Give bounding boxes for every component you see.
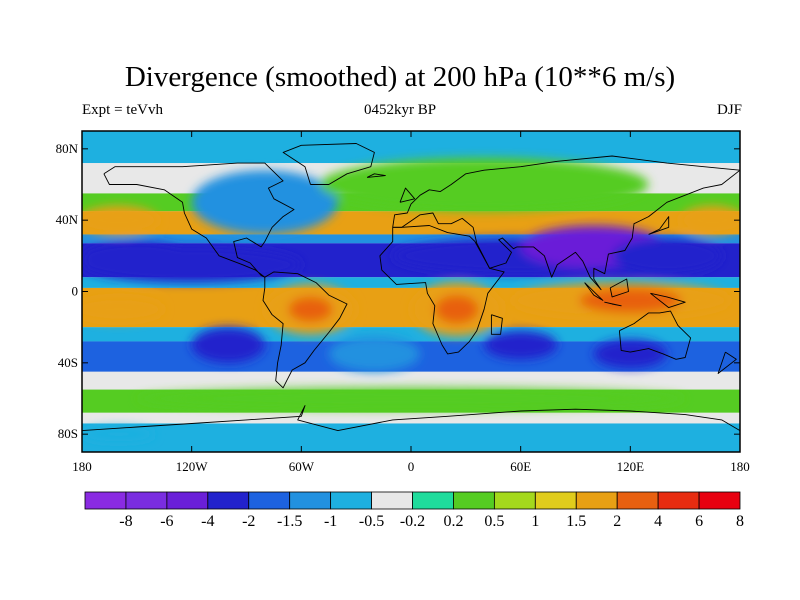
coastlines xyxy=(82,143,740,432)
lon-tick-label: 60E xyxy=(510,459,531,474)
field-region xyxy=(191,327,265,363)
colorbar-swatch xyxy=(575,491,618,510)
lon-tick-label: 180 xyxy=(730,459,750,474)
coastline xyxy=(650,292,686,309)
colorbar-swatch xyxy=(698,491,741,510)
lat-tick-label: 40N xyxy=(56,212,79,227)
colorbar: -8 -6 -4 -2 -1.5 -1 -0.5 -0.2 0.2 0.5 1 1.5 2 4 6 8 xyxy=(84,491,744,530)
field-region xyxy=(328,336,421,372)
season-label: DJF xyxy=(716,102,742,118)
lon-tick-label: 120W xyxy=(176,459,209,474)
field-band xyxy=(82,371,740,390)
colorbar-label: 4 xyxy=(654,513,662,530)
field-region xyxy=(288,296,333,322)
coastline xyxy=(399,187,416,203)
colorbar-label: -1 xyxy=(324,513,337,530)
field-region xyxy=(593,339,667,369)
colorbar-label: -0.2 xyxy=(400,513,425,530)
coastline xyxy=(379,225,505,355)
field-region xyxy=(484,330,558,360)
field-region xyxy=(191,170,338,235)
colorbar-swatch xyxy=(657,491,700,510)
field-band xyxy=(82,327,740,342)
colorbar-swatch xyxy=(330,491,372,510)
lon-tick-label: 180 xyxy=(72,459,92,474)
colorbar-label: -6 xyxy=(160,513,173,530)
lon-tick-label: 0 xyxy=(408,459,415,474)
coastline xyxy=(366,173,386,178)
coastline xyxy=(392,155,740,291)
colorbar-label: 2 xyxy=(613,513,621,530)
colorbar-swatch xyxy=(412,491,454,510)
field-region xyxy=(82,427,156,442)
field-region xyxy=(82,205,159,235)
lat-tick-label: 40S xyxy=(58,355,78,370)
experiment-label: Expt = teVvh xyxy=(82,102,163,118)
colorbar-swatch xyxy=(371,491,413,510)
coastline xyxy=(82,405,740,432)
colorbar-swatch xyxy=(534,491,577,510)
field-region xyxy=(82,241,192,271)
colorbar-label: -2 xyxy=(242,513,255,530)
field-region xyxy=(679,205,740,235)
colorbar-label: 6 xyxy=(695,513,703,530)
lon-tick-label: 120E xyxy=(617,459,645,474)
coastline xyxy=(604,301,622,307)
field-region xyxy=(612,238,722,274)
field-region xyxy=(136,387,686,410)
colorbar-label: -0.5 xyxy=(359,513,384,530)
coastline xyxy=(282,143,375,185)
field-region xyxy=(319,157,649,212)
colorbar-swatch xyxy=(453,491,495,510)
colorbar-label: 8 xyxy=(736,513,744,530)
coastline xyxy=(584,282,604,301)
colorbar-swatch xyxy=(616,491,659,510)
field-region xyxy=(82,296,165,322)
colorbar-swatch xyxy=(207,491,250,510)
time-label: 0452kyr BP xyxy=(363,102,437,118)
lat-tick-label: 80S xyxy=(58,426,78,441)
colorbar-swatch xyxy=(166,491,209,510)
colorbar-swatch xyxy=(493,491,536,510)
plot-title: Divergence (smoothed) at 200 hPa (10**6 … xyxy=(124,61,676,93)
coastline xyxy=(490,314,503,335)
coastline xyxy=(103,162,295,278)
field-region xyxy=(434,295,479,324)
field-band xyxy=(82,234,740,244)
coastline xyxy=(618,310,692,360)
field-band xyxy=(82,277,740,288)
coastline xyxy=(648,216,670,235)
longitude-ticks: 180 120W 60W 0 60E 120E 180 xyxy=(72,131,750,474)
coastline xyxy=(609,278,629,298)
colorbar-swatch xyxy=(84,491,127,510)
colorbar-label: 0.5 xyxy=(484,513,504,530)
colorbar-label: -1.5 xyxy=(277,513,302,530)
colorbar-label: -8 xyxy=(119,513,132,530)
colorbar-swatch xyxy=(289,491,332,510)
colorbar-label: 0.2 xyxy=(443,513,463,530)
field-band xyxy=(82,412,740,424)
colorbar-swatch xyxy=(125,491,168,510)
coastline xyxy=(262,271,348,389)
lat-tick-label: 0 xyxy=(72,284,79,299)
coastline xyxy=(717,351,737,374)
colorbar-label: 1 xyxy=(531,513,539,530)
field-regions xyxy=(82,157,740,442)
lon-tick-label: 60W xyxy=(289,459,315,474)
colorbar-swatch xyxy=(248,491,291,510)
lat-tick-label: 80N xyxy=(56,141,79,156)
colorbar-label: 1.5 xyxy=(566,513,586,530)
colorbar-label: -4 xyxy=(201,513,214,530)
latitude-ticks: 80N 40N 0 40S 80S xyxy=(56,141,740,441)
